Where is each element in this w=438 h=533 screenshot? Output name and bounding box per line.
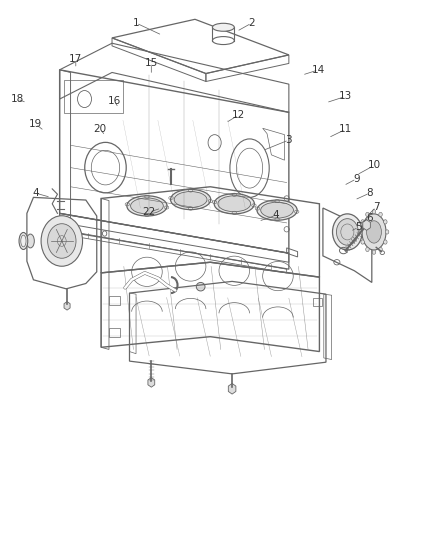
Ellipse shape	[362, 214, 386, 250]
Ellipse shape	[212, 23, 234, 31]
Text: 6: 6	[366, 213, 373, 223]
Ellipse shape	[359, 230, 363, 234]
Bar	[109, 296, 120, 305]
Ellipse shape	[261, 202, 293, 218]
Ellipse shape	[41, 216, 82, 266]
Ellipse shape	[332, 214, 362, 250]
Ellipse shape	[170, 189, 211, 209]
Ellipse shape	[48, 224, 76, 259]
Bar	[313, 298, 321, 306]
Text: 5: 5	[355, 222, 362, 232]
Text: 20: 20	[94, 124, 107, 134]
Ellipse shape	[196, 282, 205, 291]
Ellipse shape	[372, 250, 376, 254]
Text: 12: 12	[232, 110, 245, 120]
Ellipse shape	[385, 230, 389, 234]
Text: 7: 7	[373, 202, 379, 212]
Text: 17: 17	[69, 54, 82, 64]
Ellipse shape	[361, 240, 364, 244]
Ellipse shape	[366, 247, 369, 252]
Ellipse shape	[361, 220, 364, 224]
Ellipse shape	[131, 198, 163, 214]
Text: 9: 9	[353, 174, 360, 184]
Text: 13: 13	[339, 91, 352, 101]
Text: 3: 3	[286, 135, 292, 145]
Ellipse shape	[384, 220, 387, 224]
Ellipse shape	[127, 196, 167, 216]
Text: 2: 2	[248, 18, 255, 28]
Text: 15: 15	[145, 59, 158, 68]
Bar	[109, 328, 120, 337]
Text: 11: 11	[339, 124, 352, 134]
Ellipse shape	[367, 221, 381, 243]
Ellipse shape	[26, 234, 34, 248]
Text: 14: 14	[312, 65, 325, 75]
Ellipse shape	[372, 209, 376, 214]
Text: 22: 22	[142, 207, 156, 217]
Ellipse shape	[218, 196, 251, 212]
Text: 4: 4	[32, 188, 39, 198]
Text: 4: 4	[272, 211, 279, 221]
Text: 1: 1	[133, 18, 139, 28]
Text: 16: 16	[108, 95, 121, 106]
Ellipse shape	[214, 193, 254, 214]
Text: 19: 19	[29, 119, 42, 129]
Text: 10: 10	[367, 160, 381, 171]
Ellipse shape	[366, 212, 369, 216]
Ellipse shape	[379, 212, 382, 216]
Ellipse shape	[379, 247, 382, 252]
Text: 8: 8	[366, 188, 373, 198]
Text: 18: 18	[11, 94, 24, 104]
Ellipse shape	[21, 235, 26, 247]
Ellipse shape	[384, 240, 387, 244]
Ellipse shape	[257, 200, 297, 220]
Ellipse shape	[19, 232, 28, 249]
Ellipse shape	[336, 219, 358, 245]
Ellipse shape	[174, 191, 207, 207]
